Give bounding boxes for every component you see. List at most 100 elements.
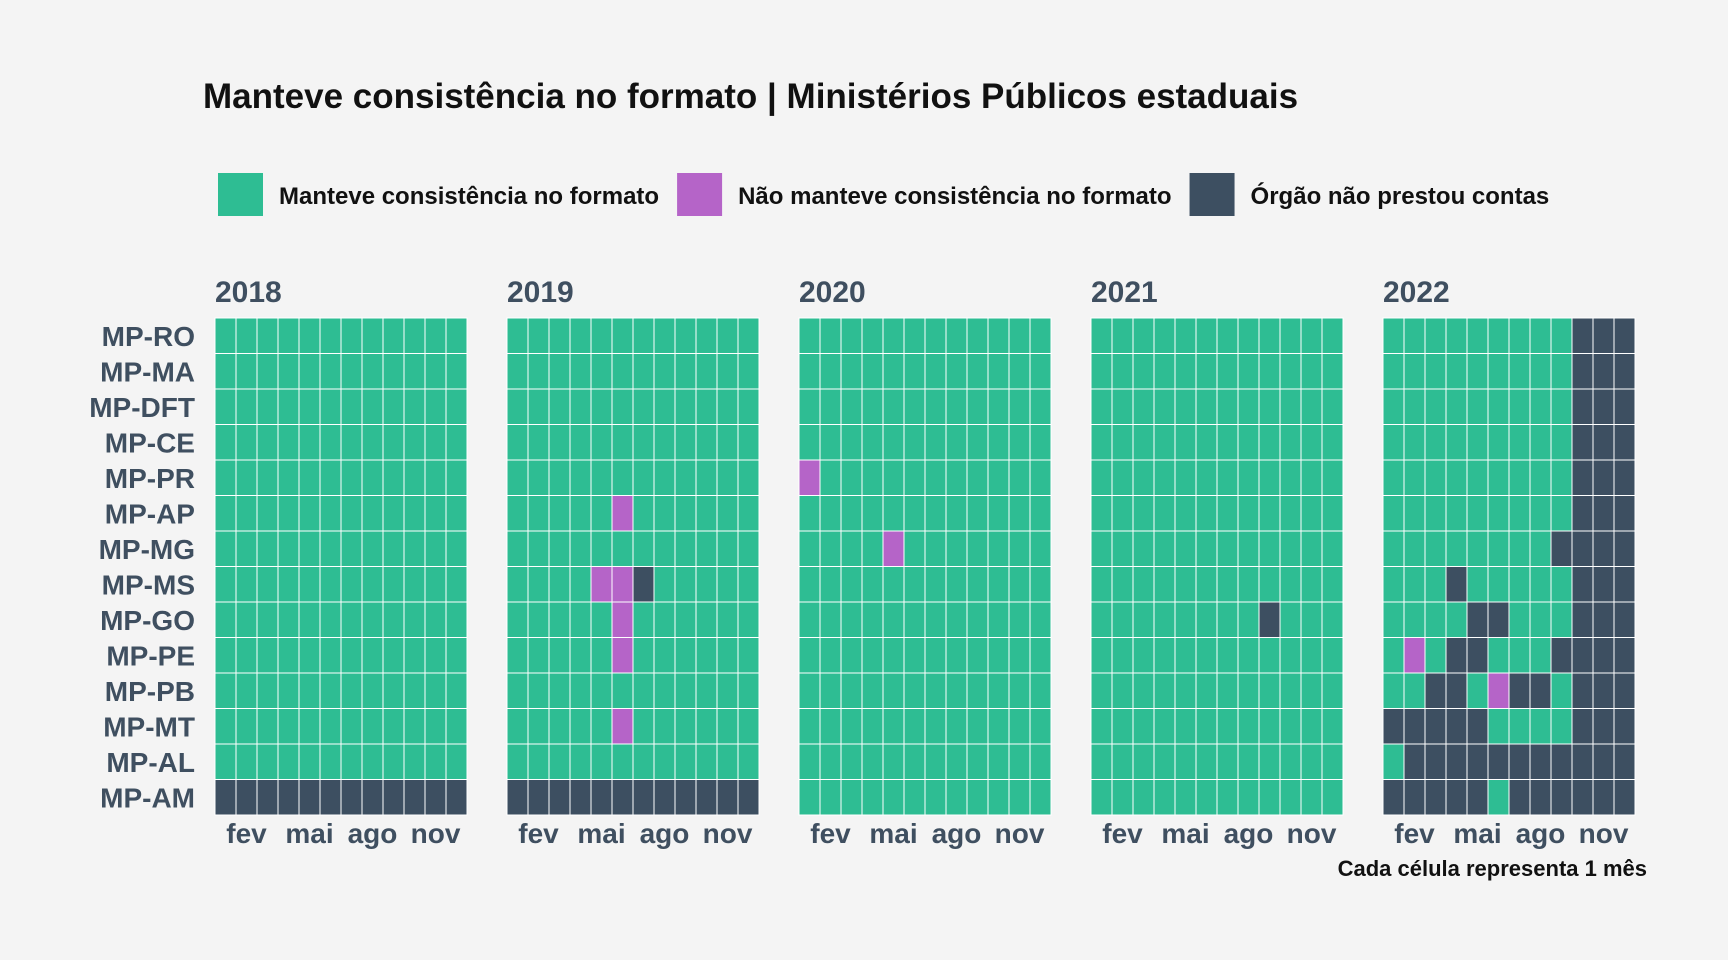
cell-mp-ms-2018-8 [361,566,384,603]
cell-mp-ro-2020-8 [945,317,968,354]
cell-mp-pe-2020-3 [840,637,863,674]
cell-mp-dft-2019-10 [695,388,718,425]
cell-mp-ms-2022-11 [1592,566,1615,603]
cell-mp-dft-2020-4 [861,388,884,425]
cell-mp-mt-2020-6 [903,708,926,745]
cell-mp-mt-2018-9 [382,708,405,745]
cell-mp-go-2022-1 [1382,601,1405,638]
y-tick-label-mp-al: MP-AL [106,747,195,778]
cell-mp-dft-2021-4 [1153,388,1176,425]
cell-mp-go-2020-10 [987,601,1010,638]
cell-mp-mt-2021-11 [1300,708,1323,745]
cell-mp-ce-2022-7 [1508,424,1531,461]
cell-mp-ro-2021-1 [1090,317,1113,354]
chart-caption: Cada célula representa 1 mês [1338,856,1647,881]
cell-mp-pe-2020-7 [924,637,947,674]
x-tick-label-nov-2018: nov [411,818,461,849]
cell-mp-ms-2021-9 [1258,566,1281,603]
cell-mp-mt-2019-4 [569,708,592,745]
cell-mp-ap-2019-7 [632,495,655,532]
cell-mp-pe-2019-6 [611,637,634,674]
cell-mp-pb-2021-5 [1174,672,1197,709]
cell-mp-pe-2018-5 [298,637,321,674]
cell-mp-ma-2022-11 [1592,353,1615,390]
y-tick-label-mp-ce: MP-CE [105,427,195,458]
cell-mp-ma-2019-4 [569,353,592,390]
cell-mp-mg-2018-6 [319,530,342,567]
cell-mp-mg-2019-12 [737,530,760,567]
cell-mp-pe-2019-9 [674,637,697,674]
cell-mp-pb-2022-1 [1382,672,1405,709]
cell-mp-ce-2020-5 [882,424,905,461]
x-tick-label-nov-2021: nov [1287,818,1337,849]
cell-mp-go-2018-6 [319,601,342,638]
cell-mp-mt-2021-9 [1258,708,1281,745]
cell-mp-pb-2021-1 [1090,672,1113,709]
cell-mp-ro-2018-11 [424,317,447,354]
cell-mp-pr-2019-8 [653,459,676,496]
cell-mp-am-2021-8 [1237,779,1260,816]
cell-mp-mt-2020-1 [798,708,821,745]
cell-mp-al-2020-8 [945,743,968,780]
cell-mp-ma-2020-9 [966,353,989,390]
cell-mp-ce-2021-2 [1111,424,1134,461]
cell-mp-mg-2022-7 [1508,530,1531,567]
cell-mp-pr-2019-11 [716,459,739,496]
cell-mp-mt-2021-6 [1195,708,1218,745]
cell-mp-dft-2022-9 [1550,388,1573,425]
legend-swatch-nao-prestou [1189,173,1235,216]
cell-mp-mg-2022-10 [1571,530,1594,567]
cell-mp-pb-2019-12 [737,672,760,709]
cell-mp-pr-2022-8 [1529,459,1552,496]
cell-mp-ms-2019-8 [653,566,676,603]
cell-mp-mg-2021-3 [1132,530,1155,567]
cell-mp-ap-2022-9 [1550,495,1573,532]
x-tick-label-ago-2019: ago [640,818,690,849]
cell-mp-ms-2020-2 [819,566,842,603]
cell-mp-mt-2021-4 [1153,708,1176,745]
cell-mp-ap-2018-2 [235,495,258,532]
cell-mp-ms-2018-1 [214,566,237,603]
cell-mp-go-2021-10 [1279,601,1302,638]
cell-mp-mg-2019-2 [527,530,550,567]
cell-mp-am-2018-3 [256,779,279,816]
cell-mp-pr-2019-9 [674,459,697,496]
cell-mp-mt-2020-4 [861,708,884,745]
cell-mp-ce-2018-6 [319,424,342,461]
cell-mp-ms-2020-7 [924,566,947,603]
cell-mp-ms-2019-9 [674,566,697,603]
cell-mp-pr-2020-3 [840,459,863,496]
cell-mp-al-2022-5 [1466,743,1489,780]
cell-mp-ce-2019-2 [527,424,550,461]
cell-mp-ma-2020-11 [1008,353,1031,390]
cell-mp-al-2019-1 [506,743,529,780]
x-tick-label-nov-2020: nov [995,818,1045,849]
cell-mp-al-2018-12 [445,743,468,780]
cell-mp-ce-2021-5 [1174,424,1197,461]
cell-mp-dft-2019-12 [737,388,760,425]
cell-mp-pb-2019-2 [527,672,550,709]
cell-mp-am-2022-1 [1382,779,1405,816]
cell-mp-mg-2019-8 [653,530,676,567]
facet-2019: 2019 fev mai ago nov [506,276,760,849]
cell-mp-am-2020-8 [945,779,968,816]
cell-mp-dft-2020-6 [903,388,926,425]
cell-mp-ap-2022-1 [1382,495,1405,532]
cell-mp-pb-2021-2 [1111,672,1134,709]
cell-mp-go-2019-10 [695,601,718,638]
cell-mp-mg-2020-3 [840,530,863,567]
cell-mp-ap-2021-12 [1321,495,1344,532]
cell-mp-ma-2021-4 [1153,353,1176,390]
cell-mp-go-2020-5 [882,601,905,638]
cell-mp-ce-2020-3 [840,424,863,461]
cell-mp-ma-2018-10 [403,353,426,390]
cell-mp-pr-2021-5 [1174,459,1197,496]
cell-mp-mg-2019-11 [716,530,739,567]
cell-mp-mt-2020-3 [840,708,863,745]
cell-mp-mt-2020-7 [924,708,947,745]
cell-mp-mg-2021-12 [1321,530,1344,567]
cell-mp-ro-2019-8 [653,317,676,354]
y-tick-label-mp-go: MP-GO [100,605,195,636]
cell-mp-al-2020-11 [1008,743,1031,780]
cell-mp-ro-2021-8 [1237,317,1260,354]
